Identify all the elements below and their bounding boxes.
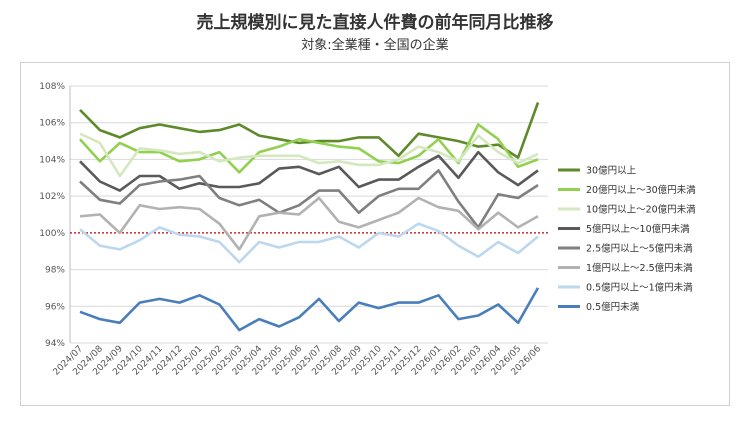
- y-tick-label: 94%: [45, 339, 65, 349]
- series-line: [79, 222, 539, 264]
- y-tick-label: 100%: [39, 229, 65, 239]
- legend-label: 0.5億円未満: [586, 301, 640, 313]
- y-tick-label: 106%: [39, 119, 65, 129]
- y-tick-label: 104%: [39, 155, 65, 165]
- chart-title: 売上規模別に見た直接人件費の前年同月比推移: [196, 13, 554, 33]
- legend-label: 1億円以上～2.5億円未満: [586, 262, 693, 274]
- y-tick-label: 98%: [45, 266, 65, 276]
- legend-label: 5億円以上～10億円未満: [586, 223, 690, 235]
- series-line: [79, 196, 539, 251]
- series-line: [79, 150, 539, 192]
- legend-label: 10億円以上～20億円未満: [586, 204, 696, 216]
- y-tick-label: 102%: [39, 192, 65, 202]
- series-line: [79, 169, 539, 229]
- legend-label: 30億円以上: [586, 165, 637, 177]
- series-line: [79, 132, 539, 178]
- legend-label: 20億円以上～30億円未満: [586, 184, 696, 196]
- legend-label: 0.5億円以上～1億円未満: [586, 282, 693, 294]
- legend-label: 2.5億円以上～5億円未満: [586, 243, 693, 255]
- y-tick-label: 108%: [39, 82, 65, 92]
- chart-frame: [20, 62, 730, 406]
- y-tick-label: 96%: [45, 302, 65, 312]
- chart-subtitle: 対象:全業種・全国の企業: [301, 38, 449, 53]
- series-line: [79, 287, 540, 332]
